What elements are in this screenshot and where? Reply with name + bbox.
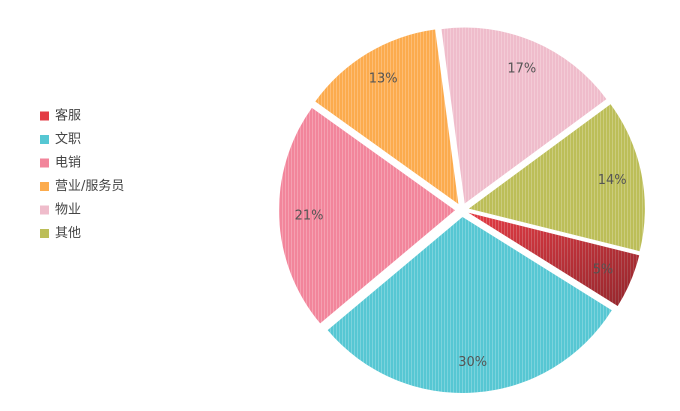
data-label: 13% xyxy=(369,71,398,86)
legend-swatch xyxy=(40,182,49,191)
data-label: 21% xyxy=(295,208,324,223)
legend-label: 营业/服务员 xyxy=(55,178,124,194)
data-label: 17% xyxy=(507,62,536,77)
slice-texture xyxy=(327,216,612,393)
legend-label: 电销 xyxy=(55,156,81,171)
data-label: 14% xyxy=(598,173,627,188)
data-label: 30% xyxy=(458,355,487,370)
legend-label: 物业 xyxy=(55,203,81,218)
data-label: 5% xyxy=(593,262,614,277)
legend-swatch xyxy=(40,135,49,144)
slice-texture xyxy=(315,29,459,204)
legend-swatch xyxy=(40,229,49,238)
slice-texture xyxy=(279,107,456,324)
legend-label: 客服 xyxy=(55,108,81,124)
legend-swatch xyxy=(40,111,49,121)
legend-label: 其他 xyxy=(55,226,81,241)
slice-texture xyxy=(468,104,645,252)
slice-texture xyxy=(441,27,607,204)
legend-swatch xyxy=(40,158,49,168)
slice-shade xyxy=(468,212,640,307)
legend-label: 文职 xyxy=(55,132,81,147)
legend-swatch xyxy=(40,205,49,215)
